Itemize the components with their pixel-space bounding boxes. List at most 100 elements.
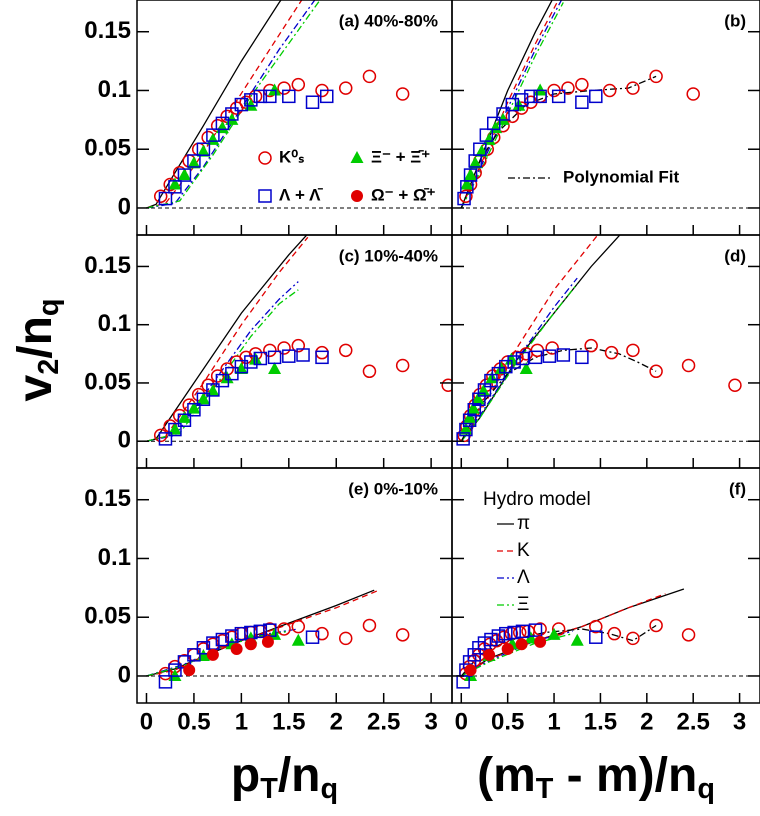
y-tick-label: 0.05 (84, 135, 131, 162)
marker-circle (239, 350, 253, 365)
marker-circle (459, 189, 473, 203)
marker-square (267, 350, 282, 365)
axis-title-part: p (231, 749, 260, 802)
marker-triangle (177, 410, 191, 423)
axis-title: v2/nq (9, 299, 65, 402)
marker-square (528, 350, 543, 365)
marker-square (168, 663, 182, 677)
marker-circle (602, 83, 617, 98)
marker-square (234, 359, 249, 374)
y-tick-label: 0 (118, 427, 131, 454)
marker-square (533, 89, 547, 104)
marker-dot (483, 648, 496, 661)
marker-dot (534, 635, 547, 648)
marker-square (491, 366, 506, 381)
marker-triangle (268, 361, 282, 374)
axis-title-part: - m)/n (553, 749, 697, 802)
marker-circle (649, 618, 663, 633)
marker-dot (206, 648, 219, 661)
marker-square (244, 355, 258, 369)
marker-square (196, 142, 211, 156)
marker-square (456, 432, 470, 446)
model-curve (460, 235, 621, 442)
model-curve (460, 2, 564, 209)
marker-square (263, 89, 277, 104)
marker-circle (258, 151, 272, 165)
marker-circle (545, 341, 559, 355)
marker-square (158, 191, 173, 206)
marker-square (551, 89, 566, 104)
marker-triangle (524, 631, 538, 644)
marker-triangle (459, 422, 473, 435)
marker-square (514, 93, 529, 107)
marker-circle (649, 364, 663, 379)
marker-square (515, 624, 530, 639)
marker-square (575, 95, 589, 109)
marker-square (196, 641, 211, 655)
marker-square (187, 154, 201, 168)
legend-title: Hydro model (483, 489, 591, 510)
legend-label: Ξ⁻ + Ξ̄⁺ (371, 147, 430, 166)
marker-circle (263, 343, 277, 358)
marker-square (158, 675, 173, 689)
marker-square (496, 107, 510, 121)
axis-title-part: (m (477, 749, 536, 802)
marker-dot (464, 664, 477, 677)
model-curve (146, 0, 316, 209)
y-tick-label: 0.15 (84, 252, 131, 279)
x-tick-label: 3 (733, 708, 746, 735)
marker-square (507, 625, 521, 640)
axis-title-part: T (536, 773, 554, 805)
marker-square (225, 107, 239, 121)
marker-square (206, 128, 220, 142)
marker-square (484, 373, 498, 388)
marker-triangle (519, 361, 533, 374)
model-curve (460, 277, 578, 442)
marker-square (507, 355, 521, 369)
panel-label: (d) (724, 246, 746, 265)
marker-dot (230, 642, 243, 655)
marker-triangle (168, 422, 182, 435)
marker-circle (277, 81, 291, 95)
marker-triangle (570, 633, 584, 646)
panel-label: (c) 10%-40% (339, 246, 438, 265)
marker-square (258, 189, 272, 203)
marker-triangle (168, 177, 182, 190)
marker-square (177, 168, 192, 182)
x-tick-label: 0.5 (177, 708, 210, 735)
x-tick-label: 0.5 (491, 708, 524, 735)
marker-circle (441, 378, 452, 393)
marker-square (196, 392, 211, 407)
marker-square (206, 383, 220, 397)
marker-triangle (187, 156, 201, 169)
legend-label: K⁰ₛ (279, 147, 304, 166)
marker-circle (681, 358, 696, 373)
y-tick-label: 0 (118, 193, 131, 220)
axis-title-part: v (9, 374, 62, 401)
x-tick-label: 1.5 (584, 708, 617, 735)
marker-circle (158, 666, 173, 681)
marker-square (215, 373, 230, 388)
marker-square (282, 89, 296, 104)
axis-title-part: /n (278, 749, 321, 802)
marker-square (589, 89, 603, 104)
x-tick-label: 1 (547, 708, 560, 735)
legend-label: Λ + Λ̄ (279, 185, 323, 204)
panel-frame (451, 467, 760, 704)
marker-circle (551, 622, 566, 636)
axis-title-part: q (320, 773, 338, 805)
marker-square (263, 623, 277, 637)
axis-title: pT/nq (231, 749, 338, 805)
marker-square (467, 648, 482, 662)
marker-circle (626, 81, 640, 95)
marker-square (524, 89, 538, 104)
marker-square (505, 97, 520, 112)
marker-circle (362, 364, 377, 379)
marker-square (315, 350, 329, 365)
marker-circle (604, 345, 619, 360)
marker-dot (244, 638, 257, 651)
marker-square (515, 351, 530, 366)
y-tick-label: 0.15 (84, 485, 131, 512)
marker-triangle (268, 83, 282, 96)
